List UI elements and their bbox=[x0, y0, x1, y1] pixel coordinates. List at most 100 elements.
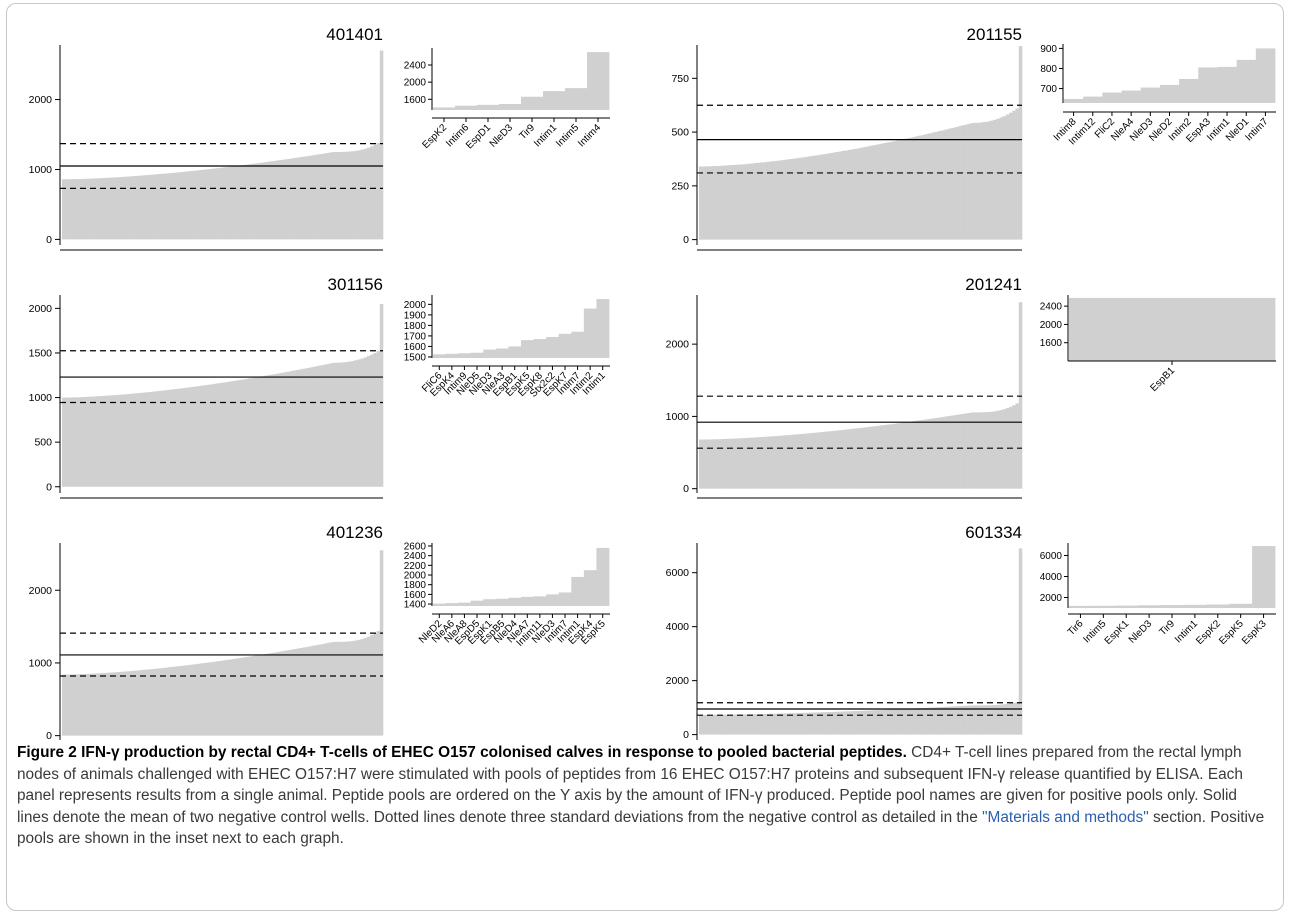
inset-bar bbox=[433, 107, 456, 110]
bar bbox=[883, 709, 887, 735]
bar bbox=[325, 153, 329, 240]
bar bbox=[174, 389, 178, 487]
bar bbox=[724, 165, 729, 240]
bar bbox=[947, 416, 952, 489]
bar bbox=[119, 176, 124, 240]
bar bbox=[950, 706, 955, 735]
bar bbox=[844, 711, 848, 735]
inset-bar bbox=[477, 104, 500, 110]
bar bbox=[62, 397, 66, 487]
y-tick-label: 750 bbox=[671, 73, 689, 85]
bar bbox=[219, 167, 223, 240]
bar bbox=[315, 644, 320, 736]
bar bbox=[847, 429, 852, 489]
bar bbox=[815, 155, 819, 240]
bar bbox=[805, 712, 810, 735]
bar bbox=[996, 118, 1000, 240]
bar bbox=[212, 383, 217, 487]
bar bbox=[379, 50, 384, 240]
bar bbox=[747, 714, 751, 735]
bar bbox=[257, 162, 262, 240]
bar bbox=[158, 390, 162, 487]
bar bbox=[934, 417, 939, 489]
inset-y-tick-label: 1600 bbox=[404, 590, 427, 601]
bar bbox=[789, 158, 793, 240]
bar bbox=[711, 439, 716, 489]
bar bbox=[876, 425, 881, 489]
bar bbox=[721, 439, 726, 489]
bar bbox=[74, 179, 79, 240]
caption-link[interactable]: "Materials and methods" bbox=[982, 808, 1149, 826]
bar bbox=[718, 165, 722, 240]
bar bbox=[248, 378, 252, 487]
inset-y-tick-label: 2000 bbox=[1040, 320, 1063, 331]
bar bbox=[251, 377, 255, 487]
bar bbox=[753, 437, 758, 489]
bar bbox=[238, 658, 243, 736]
bar bbox=[702, 439, 706, 489]
bar bbox=[728, 165, 732, 240]
bar bbox=[850, 149, 855, 240]
bar bbox=[373, 352, 377, 487]
bar bbox=[879, 425, 884, 489]
bar bbox=[135, 670, 140, 736]
y-tick-label: 1000 bbox=[29, 164, 53, 176]
bar bbox=[164, 390, 169, 487]
bar bbox=[970, 412, 974, 489]
bar bbox=[831, 152, 835, 240]
bar bbox=[196, 170, 201, 240]
bar bbox=[1015, 702, 1020, 735]
bar bbox=[277, 160, 281, 240]
bar bbox=[232, 380, 236, 487]
inset-y-tick-label: 1700 bbox=[404, 331, 427, 342]
bar bbox=[763, 436, 768, 489]
bar bbox=[341, 151, 345, 240]
bar bbox=[980, 412, 984, 489]
bar bbox=[915, 708, 919, 735]
bar bbox=[248, 164, 252, 240]
bar bbox=[892, 423, 897, 489]
bar bbox=[251, 656, 255, 736]
inset-x-tick-label: EspB1 bbox=[1149, 365, 1178, 394]
bar bbox=[325, 364, 329, 487]
bar bbox=[277, 373, 281, 487]
bar bbox=[363, 637, 368, 736]
bar bbox=[167, 667, 172, 736]
bar bbox=[366, 147, 371, 240]
bar bbox=[315, 154, 320, 240]
bar bbox=[360, 639, 365, 736]
bar bbox=[734, 438, 739, 489]
bar bbox=[235, 380, 239, 487]
bar bbox=[750, 714, 755, 735]
bar bbox=[941, 130, 945, 240]
bar bbox=[812, 432, 816, 489]
bar bbox=[97, 396, 101, 487]
bar bbox=[139, 670, 143, 736]
bar bbox=[100, 178, 105, 240]
bar bbox=[84, 178, 88, 240]
bar bbox=[844, 429, 848, 489]
bar bbox=[84, 673, 88, 736]
bar bbox=[782, 713, 787, 735]
bar bbox=[350, 361, 355, 487]
inset-bar bbox=[533, 339, 547, 358]
bar bbox=[350, 151, 355, 240]
bar bbox=[802, 433, 806, 489]
inset-bar bbox=[495, 348, 509, 358]
bar bbox=[203, 663, 207, 736]
bar bbox=[912, 708, 916, 735]
bar bbox=[142, 392, 146, 487]
inset-y-tick-label: 1600 bbox=[404, 342, 427, 353]
bar bbox=[889, 141, 894, 240]
bar bbox=[100, 396, 105, 487]
bar bbox=[821, 154, 826, 240]
bar bbox=[206, 384, 210, 487]
y-tick-label: 500 bbox=[671, 127, 689, 139]
y-tick-label: 2000 bbox=[29, 303, 53, 315]
bar bbox=[1005, 114, 1010, 240]
bar bbox=[831, 430, 835, 489]
y-tick-label: 2000 bbox=[666, 339, 690, 351]
bar bbox=[161, 173, 166, 240]
bar bbox=[782, 435, 787, 489]
bar bbox=[770, 161, 774, 240]
